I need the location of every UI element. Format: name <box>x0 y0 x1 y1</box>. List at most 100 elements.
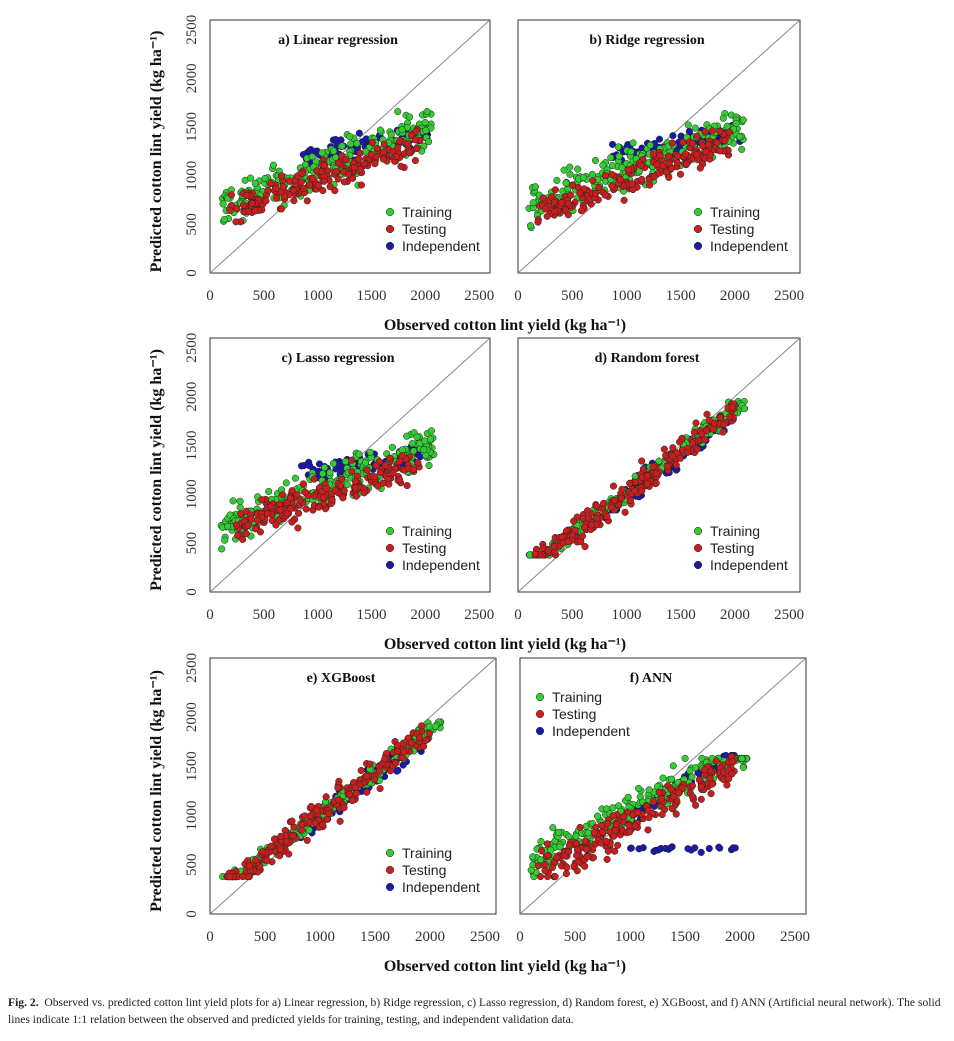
data-point <box>658 810 666 819</box>
data-point <box>226 873 234 881</box>
legend-label-training: Training <box>710 523 760 539</box>
data-point <box>278 172 286 180</box>
plot-frame <box>209 657 497 915</box>
data-point <box>298 820 306 829</box>
data-point <box>700 766 708 774</box>
data-point <box>701 436 709 444</box>
data-point <box>566 841 574 849</box>
legend-label-training: Training <box>710 204 760 220</box>
y-tick-label: 0 <box>184 588 200 596</box>
x-tick-label: 500 <box>253 607 276 623</box>
x-tick-label: 0 <box>514 607 522 623</box>
data-point <box>567 191 575 199</box>
data-point <box>287 505 295 513</box>
data-point <box>315 460 324 468</box>
data-point <box>353 139 361 148</box>
data-point <box>609 482 618 490</box>
data-point <box>564 538 572 546</box>
data-point <box>244 208 253 216</box>
data-point <box>543 212 551 220</box>
data-point <box>288 487 296 495</box>
data-point <box>691 124 699 132</box>
data-point <box>322 793 330 801</box>
data-point <box>232 218 240 226</box>
data-point <box>615 152 623 160</box>
data-point <box>298 170 306 178</box>
data-point <box>288 817 296 825</box>
data-point <box>672 810 680 818</box>
data-point <box>246 174 255 182</box>
data-point <box>665 152 673 160</box>
data-point <box>331 187 339 195</box>
data-point <box>588 521 596 529</box>
data-point <box>408 739 416 747</box>
data-point <box>348 468 356 476</box>
data-point <box>551 208 559 216</box>
data-point <box>681 754 689 762</box>
data-point <box>590 829 599 837</box>
data-point <box>645 814 653 822</box>
data-point <box>234 531 242 539</box>
legend-marker-testing <box>693 224 703 234</box>
data-point <box>652 479 660 487</box>
panel-title: d) Random forest <box>595 351 700 366</box>
data-point <box>381 755 389 763</box>
data-point <box>404 734 412 742</box>
x-tick-label: 500 <box>564 929 587 945</box>
data-point <box>248 199 256 207</box>
legend-label-independent: Independent <box>710 238 788 254</box>
data-point <box>738 754 746 762</box>
data-point <box>276 852 284 860</box>
x-tick-label: 1500 <box>670 929 700 945</box>
data-point <box>272 184 280 192</box>
data-point <box>696 164 704 172</box>
data-point <box>697 783 705 791</box>
data-point <box>725 775 733 783</box>
data-point <box>244 521 252 529</box>
data-point <box>731 844 739 852</box>
data-point <box>719 428 727 436</box>
data-point <box>560 166 568 174</box>
legend-label-independent: Independent <box>402 238 480 254</box>
data-point <box>418 722 426 730</box>
data-point <box>578 532 587 540</box>
series-testing <box>534 752 738 881</box>
data-point <box>394 144 402 152</box>
data-point <box>592 502 601 510</box>
y-tick-label: 1000 <box>184 479 200 509</box>
data-point <box>544 851 552 859</box>
data-point <box>667 165 676 173</box>
data-point <box>716 414 724 422</box>
data-point <box>624 793 632 801</box>
data-point <box>709 425 717 433</box>
data-point <box>345 790 353 798</box>
data-point <box>607 154 615 162</box>
data-point <box>644 826 652 834</box>
x-tick-label: 500 <box>561 288 584 304</box>
data-point <box>558 199 566 207</box>
data-point <box>686 767 694 775</box>
legend-marker-training <box>693 526 703 536</box>
data-point <box>689 793 697 801</box>
data-point <box>650 172 659 181</box>
data-point <box>720 420 728 428</box>
data-point <box>412 127 420 135</box>
data-point <box>325 809 333 817</box>
data-point <box>403 482 411 490</box>
data-point <box>219 200 227 208</box>
data-point <box>723 781 731 789</box>
legend-marker-testing <box>385 543 395 553</box>
figure-caption: Fig. 2. Observed vs. predicted cotton li… <box>8 994 946 1028</box>
x-axis-label: Observed cotton lint yield (kg ha⁻¹) <box>384 317 626 334</box>
data-point <box>425 730 433 738</box>
panel-title: e) XGBoost <box>307 671 376 686</box>
data-point <box>286 494 294 502</box>
y-tick-label: 1500 <box>184 112 200 142</box>
plot-frame <box>209 19 491 274</box>
data-point <box>617 494 625 502</box>
data-point <box>595 183 603 192</box>
data-point <box>715 843 723 851</box>
data-point <box>301 488 309 496</box>
data-point <box>562 179 570 187</box>
